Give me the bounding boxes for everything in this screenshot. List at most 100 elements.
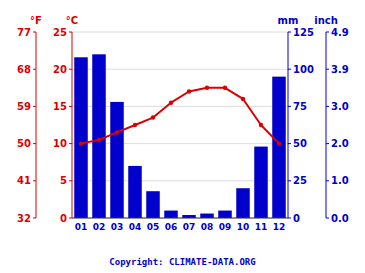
tick <box>326 180 329 181</box>
tick <box>33 218 36 219</box>
tick <box>326 32 329 33</box>
x-tick-label: 07 <box>183 222 196 232</box>
tick <box>326 106 329 107</box>
tick-label: 125 <box>293 27 314 38</box>
bar <box>236 188 250 218</box>
tick-label: 3.0 <box>331 101 349 112</box>
grid-line <box>72 218 288 219</box>
tick-label: 68 <box>17 64 31 75</box>
x-tick-label: 04 <box>129 222 142 232</box>
tick <box>288 143 291 144</box>
tick <box>69 180 72 181</box>
line-marker <box>79 141 83 145</box>
bar <box>200 214 214 218</box>
bar <box>92 54 106 218</box>
line-marker <box>97 138 101 142</box>
y3-axis: 324150596877 <box>17 27 36 224</box>
tick-label: 100 <box>293 64 314 75</box>
tick-label: 20 <box>53 64 67 75</box>
axis-label: mm <box>278 15 299 26</box>
tick <box>33 32 36 33</box>
tick <box>69 218 72 219</box>
tick-label: 10 <box>53 138 67 149</box>
tick-label: 2.0 <box>331 138 349 149</box>
tick <box>288 180 291 181</box>
tick-label: 25 <box>293 175 307 186</box>
line-marker <box>133 123 137 127</box>
bar <box>164 211 178 218</box>
unit-labels: °F °C mm inch <box>30 15 338 26</box>
line-marker <box>187 89 191 93</box>
y-axis: 0 5 10 15 20 25 <box>53 27 72 224</box>
line-marker <box>169 100 173 104</box>
tick-label: 5 <box>60 175 67 186</box>
tick-label: 0.0 <box>331 213 349 224</box>
tick <box>326 69 329 70</box>
bar <box>272 77 286 218</box>
tick <box>33 106 36 107</box>
tick-label: 50 <box>293 138 307 149</box>
tick <box>69 69 72 70</box>
tick-label: 25 <box>53 27 67 38</box>
axis-label: °F <box>30 15 42 26</box>
x-tick-label: 03 <box>111 222 124 232</box>
tick-label: 0 <box>293 213 300 224</box>
x-tick-label: 12 <box>273 222 286 232</box>
tick-label: 15 <box>53 101 67 112</box>
marks <box>74 54 286 218</box>
bar <box>254 147 268 218</box>
tick-label: 3.9 <box>331 64 349 75</box>
grid-line <box>72 32 288 33</box>
x-tick-label: 05 <box>147 222 160 232</box>
x-tick-label: 02 <box>93 222 106 232</box>
tick <box>288 69 291 70</box>
tick <box>33 69 36 70</box>
x-tick-label: 08 <box>201 222 214 232</box>
annotation: Copyright: CLIMATE-DATA.ORG <box>109 257 255 267</box>
tick-label: 77 <box>17 27 31 38</box>
x-tick-label: 10 <box>237 222 250 232</box>
bar <box>74 57 88 218</box>
bar <box>128 166 142 218</box>
line-marker <box>205 86 209 90</box>
x-tick-label: 09 <box>219 222 232 232</box>
tick <box>288 218 291 219</box>
tick <box>326 218 329 219</box>
grid <box>72 32 288 218</box>
line-marker <box>223 86 227 90</box>
y2-axis: 0255075100125 <box>288 27 314 224</box>
tick <box>33 143 36 144</box>
line-marker <box>151 115 155 119</box>
tick <box>326 143 329 144</box>
bar <box>110 102 124 218</box>
tick-label: 1.0 <box>331 175 349 186</box>
bar <box>218 211 232 218</box>
x-tick-label: 06 <box>165 222 178 232</box>
line-marker <box>115 130 119 134</box>
chart: 324150596877051015202502550751001250.01.… <box>0 0 365 273</box>
line-marker <box>259 123 263 127</box>
axis-label: inch <box>314 15 338 26</box>
y4-axis: 0.0 1.0 2.0 3.0 3.9 4.9 <box>326 27 349 224</box>
line <box>81 88 279 144</box>
tick <box>69 143 72 144</box>
tick <box>69 106 72 107</box>
tick-label: 4.9 <box>331 27 349 38</box>
tick-label: 41 <box>17 175 31 186</box>
tick <box>69 32 72 33</box>
x-tick-label: 11 <box>255 222 268 232</box>
x-axis: 01 02 03 04 05 06 07 08 09 10 11 12 <box>72 218 288 232</box>
axis-line <box>288 32 289 218</box>
tick-label: 0 <box>60 213 67 224</box>
axis-line <box>72 32 73 218</box>
tick <box>33 180 36 181</box>
bar <box>146 191 160 218</box>
axis-line <box>72 218 288 219</box>
tick-label: 32 <box>17 213 31 224</box>
tick-label: 50 <box>17 138 31 149</box>
line-marker <box>241 97 245 101</box>
tick <box>288 106 291 107</box>
x-tick-label: 01 <box>75 222 88 232</box>
axis-line <box>36 32 37 218</box>
axis-label: °C <box>66 15 78 26</box>
